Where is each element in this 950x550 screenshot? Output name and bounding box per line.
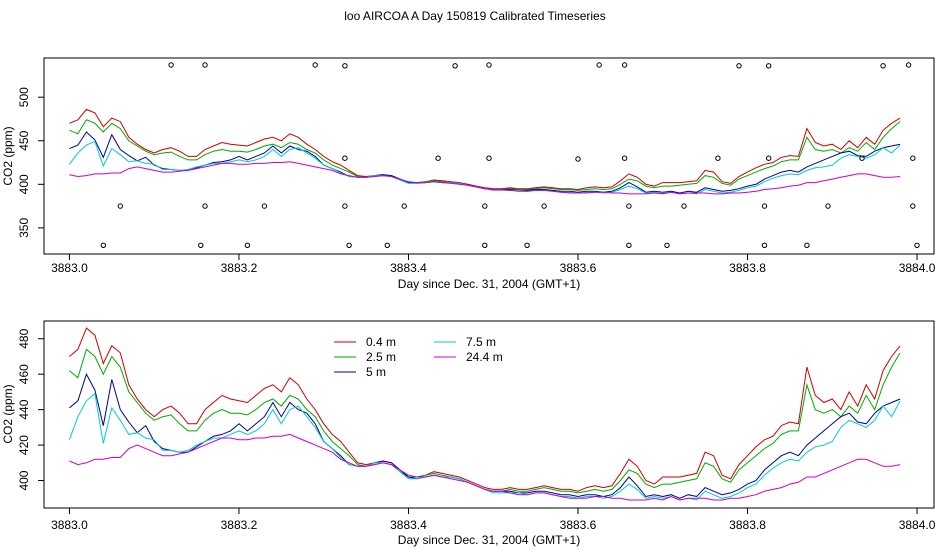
data-marker [804, 242, 810, 249]
bottom-series-line-0 [69, 327, 901, 492]
data-marker [621, 155, 628, 161]
data-marker [761, 242, 768, 249]
bottom-panel: 3883.0 3883.2 3883.4 3883.6 3883.8 3884.0 400 4… [1, 320, 936, 547]
legend-label: 2.5 m [366, 350, 396, 364]
top-x-axis-label: Day since Dec. 31, 2004 (GMT+1) [398, 277, 580, 291]
data-marker [541, 203, 547, 209]
x-tick-label: 3883.4 [390, 518, 427, 532]
top-series-line-1 [69, 119, 901, 191]
data-marker [575, 156, 581, 162]
data-marker [261, 203, 268, 209]
data-marker [384, 242, 390, 249]
data-marker [342, 63, 348, 69]
top-series-lines [69, 108, 901, 195]
x-tick-label: 3883.2 [221, 261, 258, 275]
data-marker [825, 203, 831, 209]
bottom-series-line-4 [69, 433, 901, 501]
legend-label: 5 m [366, 365, 386, 379]
data-marker [452, 63, 458, 69]
data-marker [342, 155, 348, 161]
x-tick-label: 3883.6 [560, 261, 597, 275]
data-marker [117, 203, 124, 209]
data-marker [715, 155, 721, 161]
page-title: loo AIRCOA A Day 150819 Calibrated Times… [344, 9, 605, 23]
data-marker [486, 155, 492, 161]
top-plot-frame [43, 57, 935, 255]
y-tick-label: 460 [17, 364, 31, 384]
data-marker [761, 203, 768, 209]
bottom-x-axis-label: Day since Dec. 31, 2004 (GMT+1) [398, 533, 580, 547]
y-tick-label: 350 [17, 218, 31, 238]
bottom-plot-frame [43, 320, 935, 509]
x-tick-label: 3883.4 [390, 261, 427, 275]
x-tick-label: 3883.8 [729, 518, 766, 532]
data-marker [905, 62, 912, 68]
data-marker [482, 242, 488, 249]
data-marker [914, 242, 920, 249]
top-series-line-3 [69, 140, 901, 195]
data-marker [524, 242, 530, 249]
y-tick-label: 400 [17, 174, 31, 194]
top-series-line-0 [69, 108, 901, 191]
data-marker [621, 62, 628, 68]
x-tick-label: 3883.8 [729, 261, 766, 275]
data-marker [910, 203, 916, 209]
top-series-line-4 [69, 161, 901, 195]
top-panel: 3883.0 3883.2 3883.4 3883.6 3883.8 3884.0 350 4… [1, 57, 936, 291]
data-marker [168, 62, 174, 68]
data-marker [766, 63, 772, 69]
bottom-series-lines [68, 327, 901, 501]
data-marker [766, 155, 772, 161]
y-tick-label: 400 [17, 470, 31, 490]
data-marker [736, 63, 742, 69]
x-tick-label: 3884.0 [899, 261, 936, 275]
data-marker [342, 203, 348, 209]
data-marker [910, 155, 916, 161]
data-marker [880, 63, 886, 69]
bottom-axis-ticks: 3883.0 3883.2 3883.4 3883.6 3883.8 3884.0 400 4… [17, 328, 936, 532]
top-series-line-2 [69, 131, 901, 194]
legend: 0.4 m2.5 m5 m 7.5 m24.4 m [334, 335, 503, 379]
y-tick-label: 450 [17, 130, 31, 150]
data-marker [486, 62, 492, 68]
data-marker [435, 155, 441, 161]
top-y-axis-label: CO2 (ppm) [1, 126, 15, 185]
bottom-series-line-2 [69, 372, 901, 499]
legend-label: 24.4 m [466, 350, 503, 364]
data-marker [626, 203, 632, 209]
data-marker [482, 203, 488, 209]
x-tick-label: 3883.0 [51, 518, 88, 532]
y-tick-label: 480 [17, 328, 31, 348]
data-marker [681, 203, 687, 209]
x-tick-label: 3883.2 [221, 518, 258, 532]
y-tick-label: 500 [17, 87, 31, 107]
bottom-y-axis-label: CO2 (ppm) [1, 384, 15, 443]
top-axis-ticks: 3883.0 3883.2 3883.4 3883.6 3883.8 3884.0 350 4… [17, 87, 936, 275]
bottom-series-line-1 [69, 348, 901, 494]
data-marker [664, 242, 670, 249]
x-tick-label: 3884.0 [899, 518, 936, 532]
data-marker [100, 242, 107, 249]
data-marker [401, 203, 407, 209]
legend-label: 0.4 m [366, 335, 396, 349]
data-marker [596, 62, 602, 68]
data-marker [859, 155, 865, 161]
top-markers [100, 62, 920, 249]
legend-label: 7.5 m [466, 335, 496, 349]
y-tick-label: 420 [17, 435, 31, 455]
data-marker [346, 242, 352, 249]
y-tick-label: 440 [17, 399, 31, 419]
data-marker [626, 242, 632, 249]
data-marker [244, 242, 251, 249]
x-tick-label: 3883.6 [560, 518, 597, 532]
data-marker [202, 62, 208, 68]
bottom-series-line-3 [68, 392, 901, 501]
data-marker [202, 203, 208, 209]
data-marker [312, 62, 318, 68]
x-tick-label: 3883.0 [51, 261, 88, 275]
data-marker [198, 242, 204, 249]
